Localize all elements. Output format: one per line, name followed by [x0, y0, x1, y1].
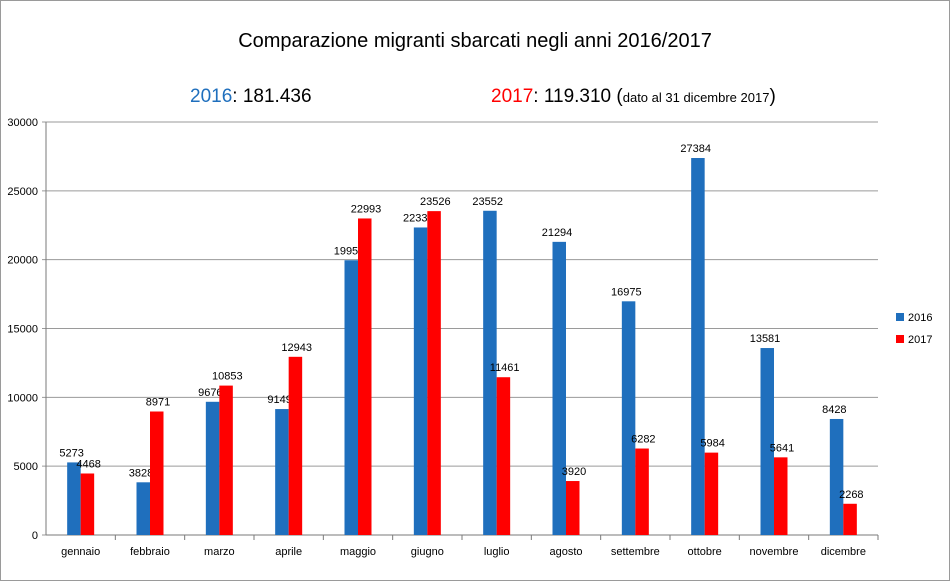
- data-label-2016-maggio: 19957: [334, 245, 365, 257]
- bar-2017-luglio: [496, 377, 511, 535]
- bar-2016-marzo: [205, 401, 220, 535]
- x-tick-label: luglio: [484, 546, 510, 558]
- bar-2016-settembre: [621, 301, 636, 535]
- y-tick-label: 15000: [7, 324, 38, 336]
- bar-2016-novembre: [760, 348, 774, 535]
- data-label-2016-gennaio: 5273: [59, 447, 83, 459]
- data-label-2017-febbraio: 8971: [146, 396, 170, 408]
- legend-label-2017: 2017: [908, 334, 932, 346]
- data-label-2017-maggio: 22993: [351, 203, 382, 215]
- bar-2017-agosto: [566, 481, 580, 535]
- data-label-2017-settembre: 6282: [631, 434, 655, 446]
- x-tick-label: marzo: [204, 546, 235, 558]
- y-tick-label: 0: [32, 530, 38, 542]
- data-label-2016-febbraio: 3828: [129, 467, 153, 479]
- x-tick-label: novembre: [750, 546, 799, 558]
- y-tick-label: 5000: [14, 461, 38, 473]
- x-tick-label: agosto: [549, 546, 582, 558]
- x-tick-label: ottobre: [688, 546, 722, 558]
- x-tick-label: maggio: [340, 546, 376, 558]
- data-label-2017-ottobre: 5984: [700, 438, 724, 450]
- data-label-2016-marzo: 9676: [198, 387, 222, 399]
- total-2016-value: : 181.436: [232, 86, 312, 107]
- total-2017-year: 2017: [491, 86, 534, 107]
- bar-2017-dicembre: [843, 503, 857, 535]
- bar-2017-gennaio: [80, 473, 95, 535]
- bar-2017-maggio: [358, 218, 372, 536]
- bar-2016-agosto: [552, 241, 566, 535]
- data-label-2016-novembre: 13581: [750, 333, 781, 345]
- bar-2016-febbraio: [136, 482, 150, 535]
- y-tick-label: 25000: [7, 186, 38, 198]
- bar-2016-dicembre: [829, 418, 844, 535]
- y-tick-label: 20000: [7, 255, 38, 267]
- bar-2016-luglio: [483, 210, 497, 536]
- x-tick-label: febbraio: [130, 546, 170, 558]
- legend-swatch-2017: [896, 335, 904, 343]
- x-tick-label: dicembre: [821, 546, 866, 558]
- bar-2017-ottobre: [704, 452, 719, 535]
- data-label-2016-luglio: 23552: [472, 196, 503, 208]
- note-open-paren: (: [616, 86, 623, 107]
- x-tick-label: aprile: [275, 546, 302, 558]
- data-label-2016-giugno: 22339: [403, 212, 434, 224]
- y-tick-label: 10000: [7, 392, 38, 404]
- bar-2017-aprile: [288, 356, 303, 535]
- data-label-2016-ottobre: 27384: [680, 143, 711, 155]
- data-label-2016-dicembre: 8428: [822, 404, 846, 416]
- data-label-2017-novembre: 5641: [770, 442, 794, 454]
- bar-2016-ottobre: [691, 158, 705, 535]
- bar-2016-giugno: [413, 227, 428, 535]
- bar-2016-maggio: [344, 260, 358, 535]
- chart-title: Comparazione migranti sbarcati negli ann…: [238, 30, 712, 52]
- totals-line: 2016: 181.436 2017: 119.310 (dato al 31 …: [190, 86, 776, 108]
- data-label-2017-aprile: 12943: [281, 342, 312, 354]
- legend-swatch-2016: [896, 313, 904, 321]
- bar-2016-aprile: [275, 409, 289, 535]
- data-label-2017-gennaio: 4468: [76, 458, 100, 470]
- bar-2017-settembre: [635, 448, 649, 535]
- note-close-paren: ): [769, 86, 776, 107]
- data-label-2017-agosto: 3920: [562, 466, 586, 478]
- data-label-2017-giugno: 23526: [420, 196, 451, 208]
- x-tick-label: settembre: [611, 546, 660, 558]
- note-text: dato al 31 dicembre 2017: [622, 90, 770, 105]
- y-tick-label: 30000: [7, 117, 38, 129]
- bar-2017-febbraio: [150, 411, 164, 535]
- bar-2017-giugno: [427, 211, 441, 535]
- legend-label-2016: 2016: [908, 312, 932, 324]
- x-tick-label: gennaio: [61, 546, 100, 558]
- bar-2016-gennaio: [67, 462, 81, 535]
- data-label-2016-settembre: 16975: [611, 286, 642, 298]
- data-label-2017-luglio: 11461: [490, 362, 520, 374]
- total-2016-year: 2016: [190, 86, 233, 107]
- data-label-2017-marzo: 10853: [212, 371, 243, 383]
- total-2017-value: : 119.310: [533, 86, 612, 107]
- data-label-2016-agosto: 21294: [542, 227, 573, 239]
- bar-2017-marzo: [219, 385, 233, 535]
- bar-2017-novembre: [774, 457, 788, 535]
- data-label-2016-aprile: 9149: [267, 394, 291, 406]
- data-label-2017-dicembre: 2268: [839, 489, 863, 501]
- x-tick-label: giugno: [411, 546, 444, 558]
